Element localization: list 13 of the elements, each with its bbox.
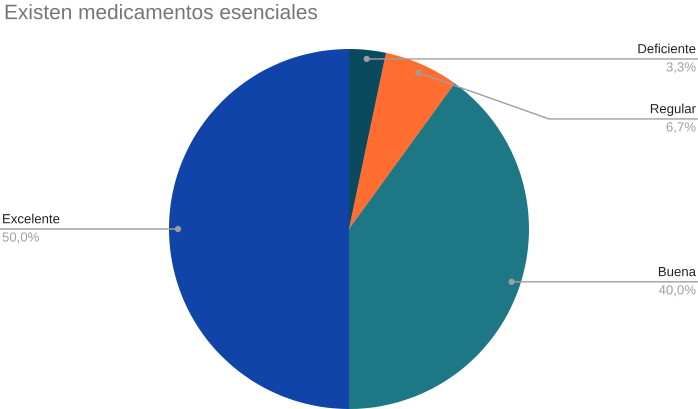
data-label: 50,0%	[2, 232, 39, 244]
slice-label: Regular	[650, 104, 696, 116]
data-label: 3,3%	[666, 62, 696, 74]
slice-label: Buena	[658, 267, 696, 276]
slice-label: Deficiente	[638, 44, 696, 54]
slice-label: Excelente	[3, 214, 60, 224]
pie-slice	[349, 83, 529, 409]
data-label: 40,0%	[658, 285, 696, 296]
data-label: 6,7%	[666, 122, 696, 134]
pie-slice	[169, 49, 349, 409]
pie-slice	[349, 49, 386, 229]
chart-title: Existen medicamentos esenciales	[6, 4, 318, 20]
pie-slice	[349, 52, 455, 229]
